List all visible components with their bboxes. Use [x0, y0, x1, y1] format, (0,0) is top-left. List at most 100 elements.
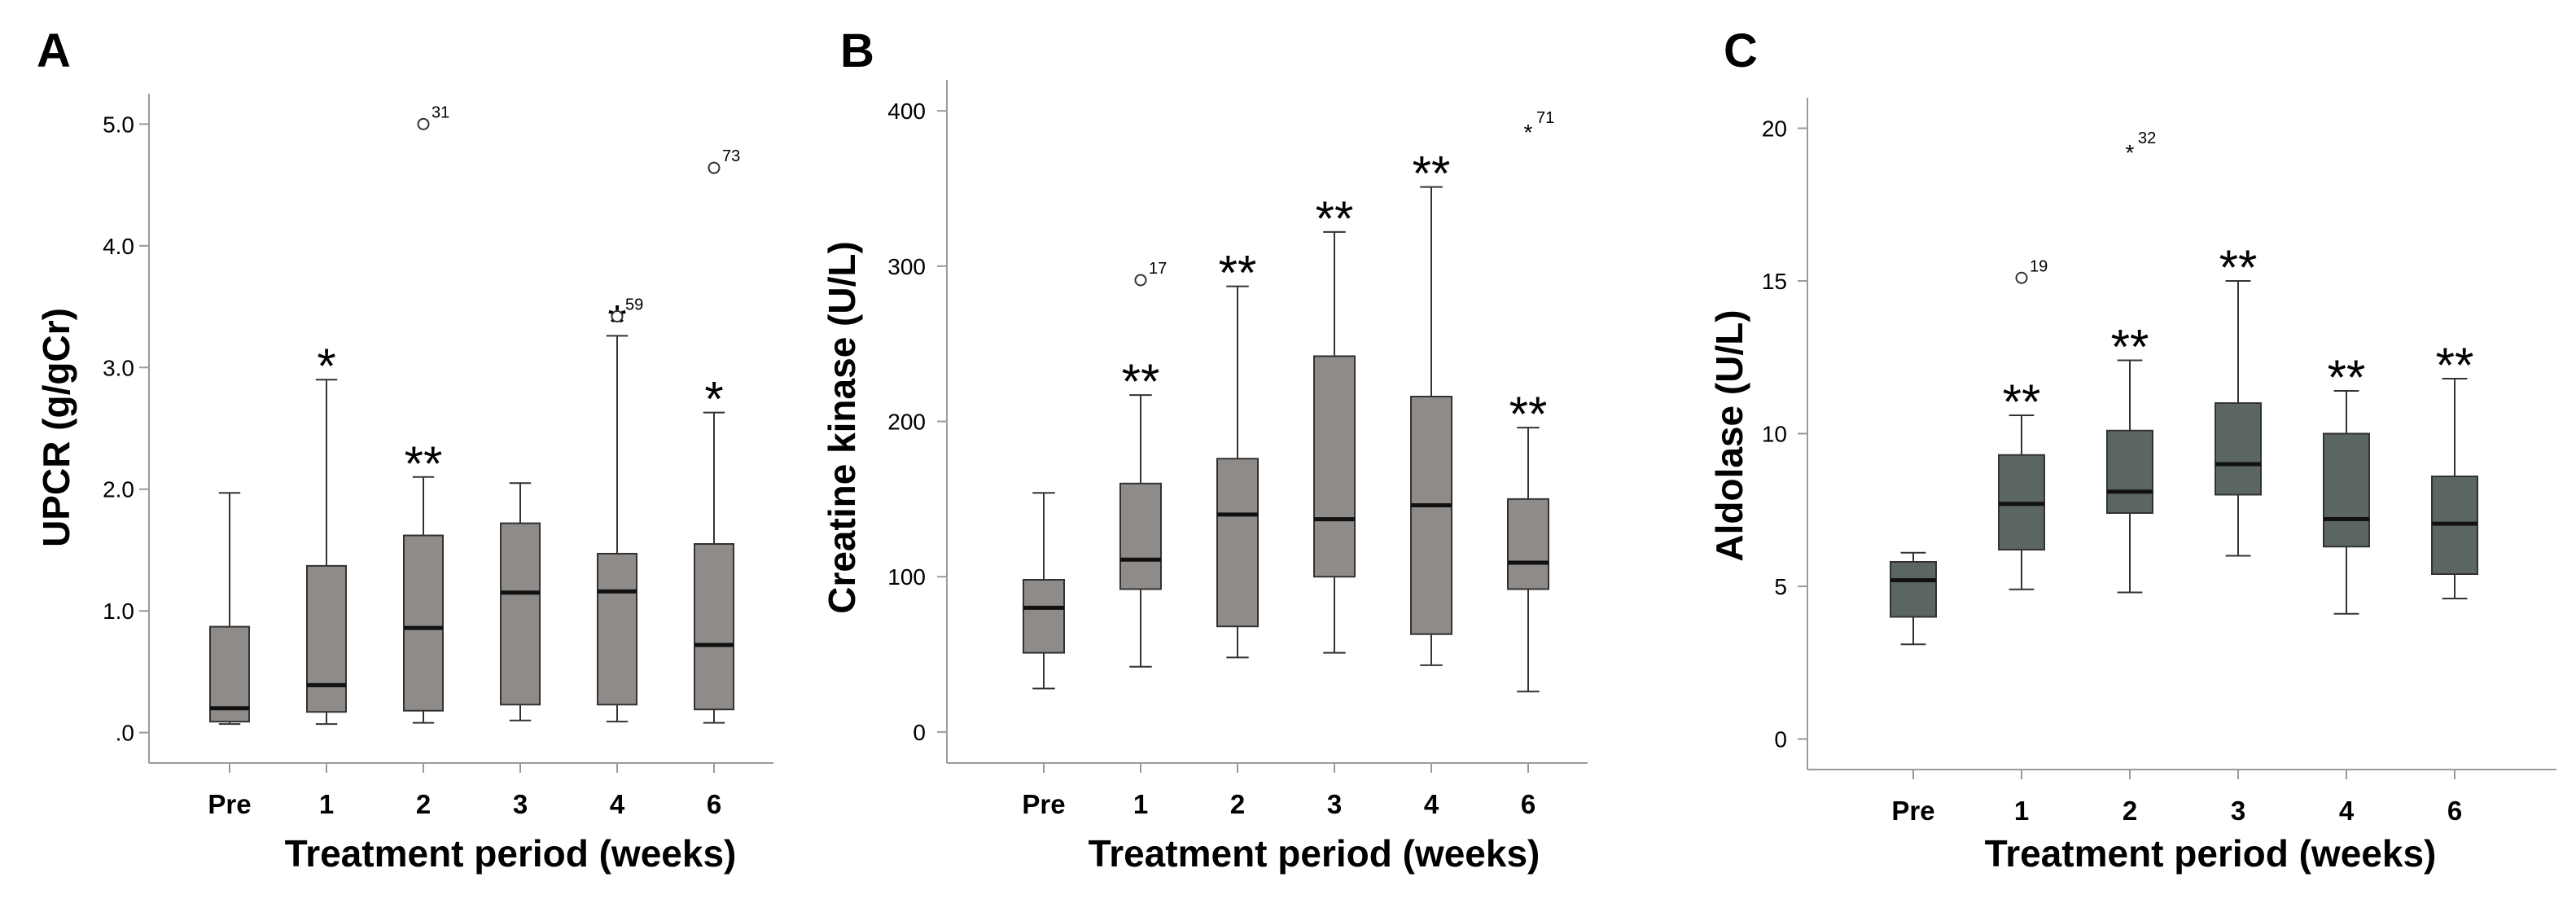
- panel-c-box-2: **: [2106, 320, 2153, 594]
- box-iqr: [694, 542, 734, 711]
- panel-b-y-axis-label: Creatine kinase (U/L): [821, 241, 863, 614]
- outlier-marker: [2015, 271, 2028, 284]
- significance-marker: **: [2436, 338, 2474, 393]
- panel-c-box-6: **: [2431, 338, 2478, 599]
- outlier-label: 71: [1536, 109, 1554, 127]
- outlier-label: 32: [2138, 129, 2156, 147]
- box-iqr: [1023, 578, 1065, 654]
- panel-a-box-Pre: [209, 492, 250, 726]
- panel-b-y-tick-label: 300: [887, 254, 926, 279]
- box-iqr: [403, 534, 444, 712]
- outlier-marker: [708, 161, 721, 174]
- outlier-marker: [417, 117, 430, 130]
- panel-b: B 0 100 200 300 400 Pre 1 2 3 4 6 ** ** ** ** ** 17 *71 T…: [821, 24, 1588, 875]
- panel-c-x-tick-label: 4: [2339, 796, 2355, 826]
- significance-marker: **: [1316, 191, 1354, 246]
- panel-letter-c: C: [1724, 24, 1758, 77]
- panel-a-x-axis-label: Treatment period (weeks): [285, 832, 737, 875]
- box-iqr: [1410, 395, 1452, 635]
- box-iqr: [209, 625, 250, 723]
- panel-b-x-tick-label: 3: [1327, 789, 1342, 819]
- outlier-marker: [611, 310, 624, 323]
- panel-c-x-tick-label: Pre: [1891, 796, 1934, 826]
- panel-b-box-2: **: [1216, 246, 1259, 659]
- panel-c-plot: 0 5 10 15 20 Pre 1 2 3 4 6 ** ** ** ** ** 19 *32: [1762, 98, 2556, 826]
- panel-c-x-axis-label: Treatment period (weeks): [1985, 832, 2437, 875]
- extreme-marker: *: [2126, 140, 2135, 165]
- panel-b-x-tick-label: 2: [1230, 789, 1245, 819]
- panel-a-outlier: 73: [708, 147, 740, 174]
- significance-marker: **: [1413, 147, 1451, 201]
- panel-c-y-axis-label: Aldolase (U/L): [1708, 309, 1750, 561]
- significance-marker: **: [2219, 240, 2258, 295]
- box-iqr: [500, 522, 541, 706]
- box-iqr: [1890, 561, 1937, 618]
- outlier-label: 19: [2030, 257, 2048, 275]
- panel-a-box-6: *: [694, 372, 734, 724]
- box-iqr: [2215, 402, 2262, 496]
- panel-a-y-tick-label: 2.0: [103, 477, 134, 502]
- significance-marker: *: [317, 339, 335, 393]
- panel-b-y-tick-label: 200: [887, 410, 926, 435]
- significance-marker: **: [1219, 246, 1257, 300]
- panel-a-x-tick-label: 6: [707, 789, 721, 819]
- panel-c-y-tick-label: 0: [1774, 727, 1787, 752]
- extreme-marker: *: [1524, 120, 1533, 145]
- panel-c-y-tick-label: 15: [1762, 269, 1787, 294]
- panel-c-box-1: **: [1998, 375, 2045, 590]
- panel-a-x-tick-label: 4: [610, 789, 625, 819]
- panel-a-box-3: [500, 482, 541, 721]
- outlier-label: 59: [625, 296, 643, 314]
- panel-a-box-2: **: [403, 436, 444, 724]
- panel-b-y-tick-label: 0: [913, 720, 926, 745]
- panel-b-box-3: **: [1313, 191, 1356, 654]
- panel-b-x-tick-label: 1: [1133, 789, 1148, 819]
- panel-a-outlier: 59: [611, 296, 643, 323]
- panel-c-box-3: **: [2215, 240, 2262, 557]
- outlier-label: 31: [432, 103, 449, 121]
- panel-a-y-tick-label: 3.0: [103, 355, 134, 380]
- panel-b-x-axis-label: Treatment period (weeks): [1089, 832, 1540, 875]
- significance-marker: **: [1509, 387, 1548, 441]
- outlier-label: 73: [722, 147, 740, 165]
- panel-a-y-tick-label: 1.0: [103, 599, 134, 624]
- panel-b-x-tick-label: 6: [1521, 789, 1536, 819]
- panel-b-y-tick-label: 400: [887, 99, 926, 124]
- outlier-marker: [1134, 274, 1147, 287]
- box-iqr: [1313, 355, 1356, 578]
- significance-marker: *: [704, 372, 723, 427]
- panel-c-box-Pre: [1890, 551, 1937, 646]
- significance-marker: **: [2328, 350, 2366, 405]
- panel-c-y-tick-label: 5: [1774, 574, 1787, 599]
- panel-b-y-tick-label: 100: [887, 564, 926, 590]
- panel-a-box-1: *: [306, 339, 347, 726]
- panel-a-x-tick-label: 3: [513, 789, 528, 819]
- significance-marker: **: [2111, 320, 2149, 375]
- panel-a-y-tick-label: .0: [116, 721, 134, 746]
- panel-a-x-tick-label: Pre: [208, 789, 251, 819]
- significance-marker: **: [2003, 375, 2041, 429]
- box-iqr: [597, 552, 637, 706]
- panel-b-box-6: **: [1507, 387, 1549, 693]
- panel-c-x-tick-label: 3: [2231, 796, 2245, 826]
- panel-letter-b: B: [840, 24, 874, 77]
- significance-marker: **: [1122, 354, 1160, 409]
- box-iqr: [2106, 429, 2153, 514]
- panel-b-outlier: *71: [1524, 109, 1555, 145]
- panel-a-y-axis-label: UPCR (g/gCr): [35, 308, 77, 547]
- panel-letter-a: A: [37, 24, 71, 77]
- panel-c-x-tick-label: 2: [2123, 796, 2137, 826]
- panel-b-box-Pre: [1023, 492, 1065, 690]
- panel-a-x-tick-label: 2: [416, 789, 431, 819]
- box-iqr: [306, 564, 347, 713]
- panel-c-outlier: *32: [2126, 129, 2157, 165]
- outlier-label: 17: [1149, 260, 1167, 278]
- panel-a-box-4: *: [597, 295, 637, 723]
- panel-c-x-tick-label: 1: [2014, 796, 2029, 826]
- panel-c: C 0 5 10 15 20 Pre 1 2 3 4 6 ** ** ** ** ** 19 *32 Treatm…: [1708, 24, 2556, 875]
- panel-a-x-tick-label: 1: [319, 789, 334, 819]
- panel-b-plot: 0 100 200 300 400 Pre 1 2 3 4 6 ** ** ** ** ** 17 *71: [887, 80, 1588, 819]
